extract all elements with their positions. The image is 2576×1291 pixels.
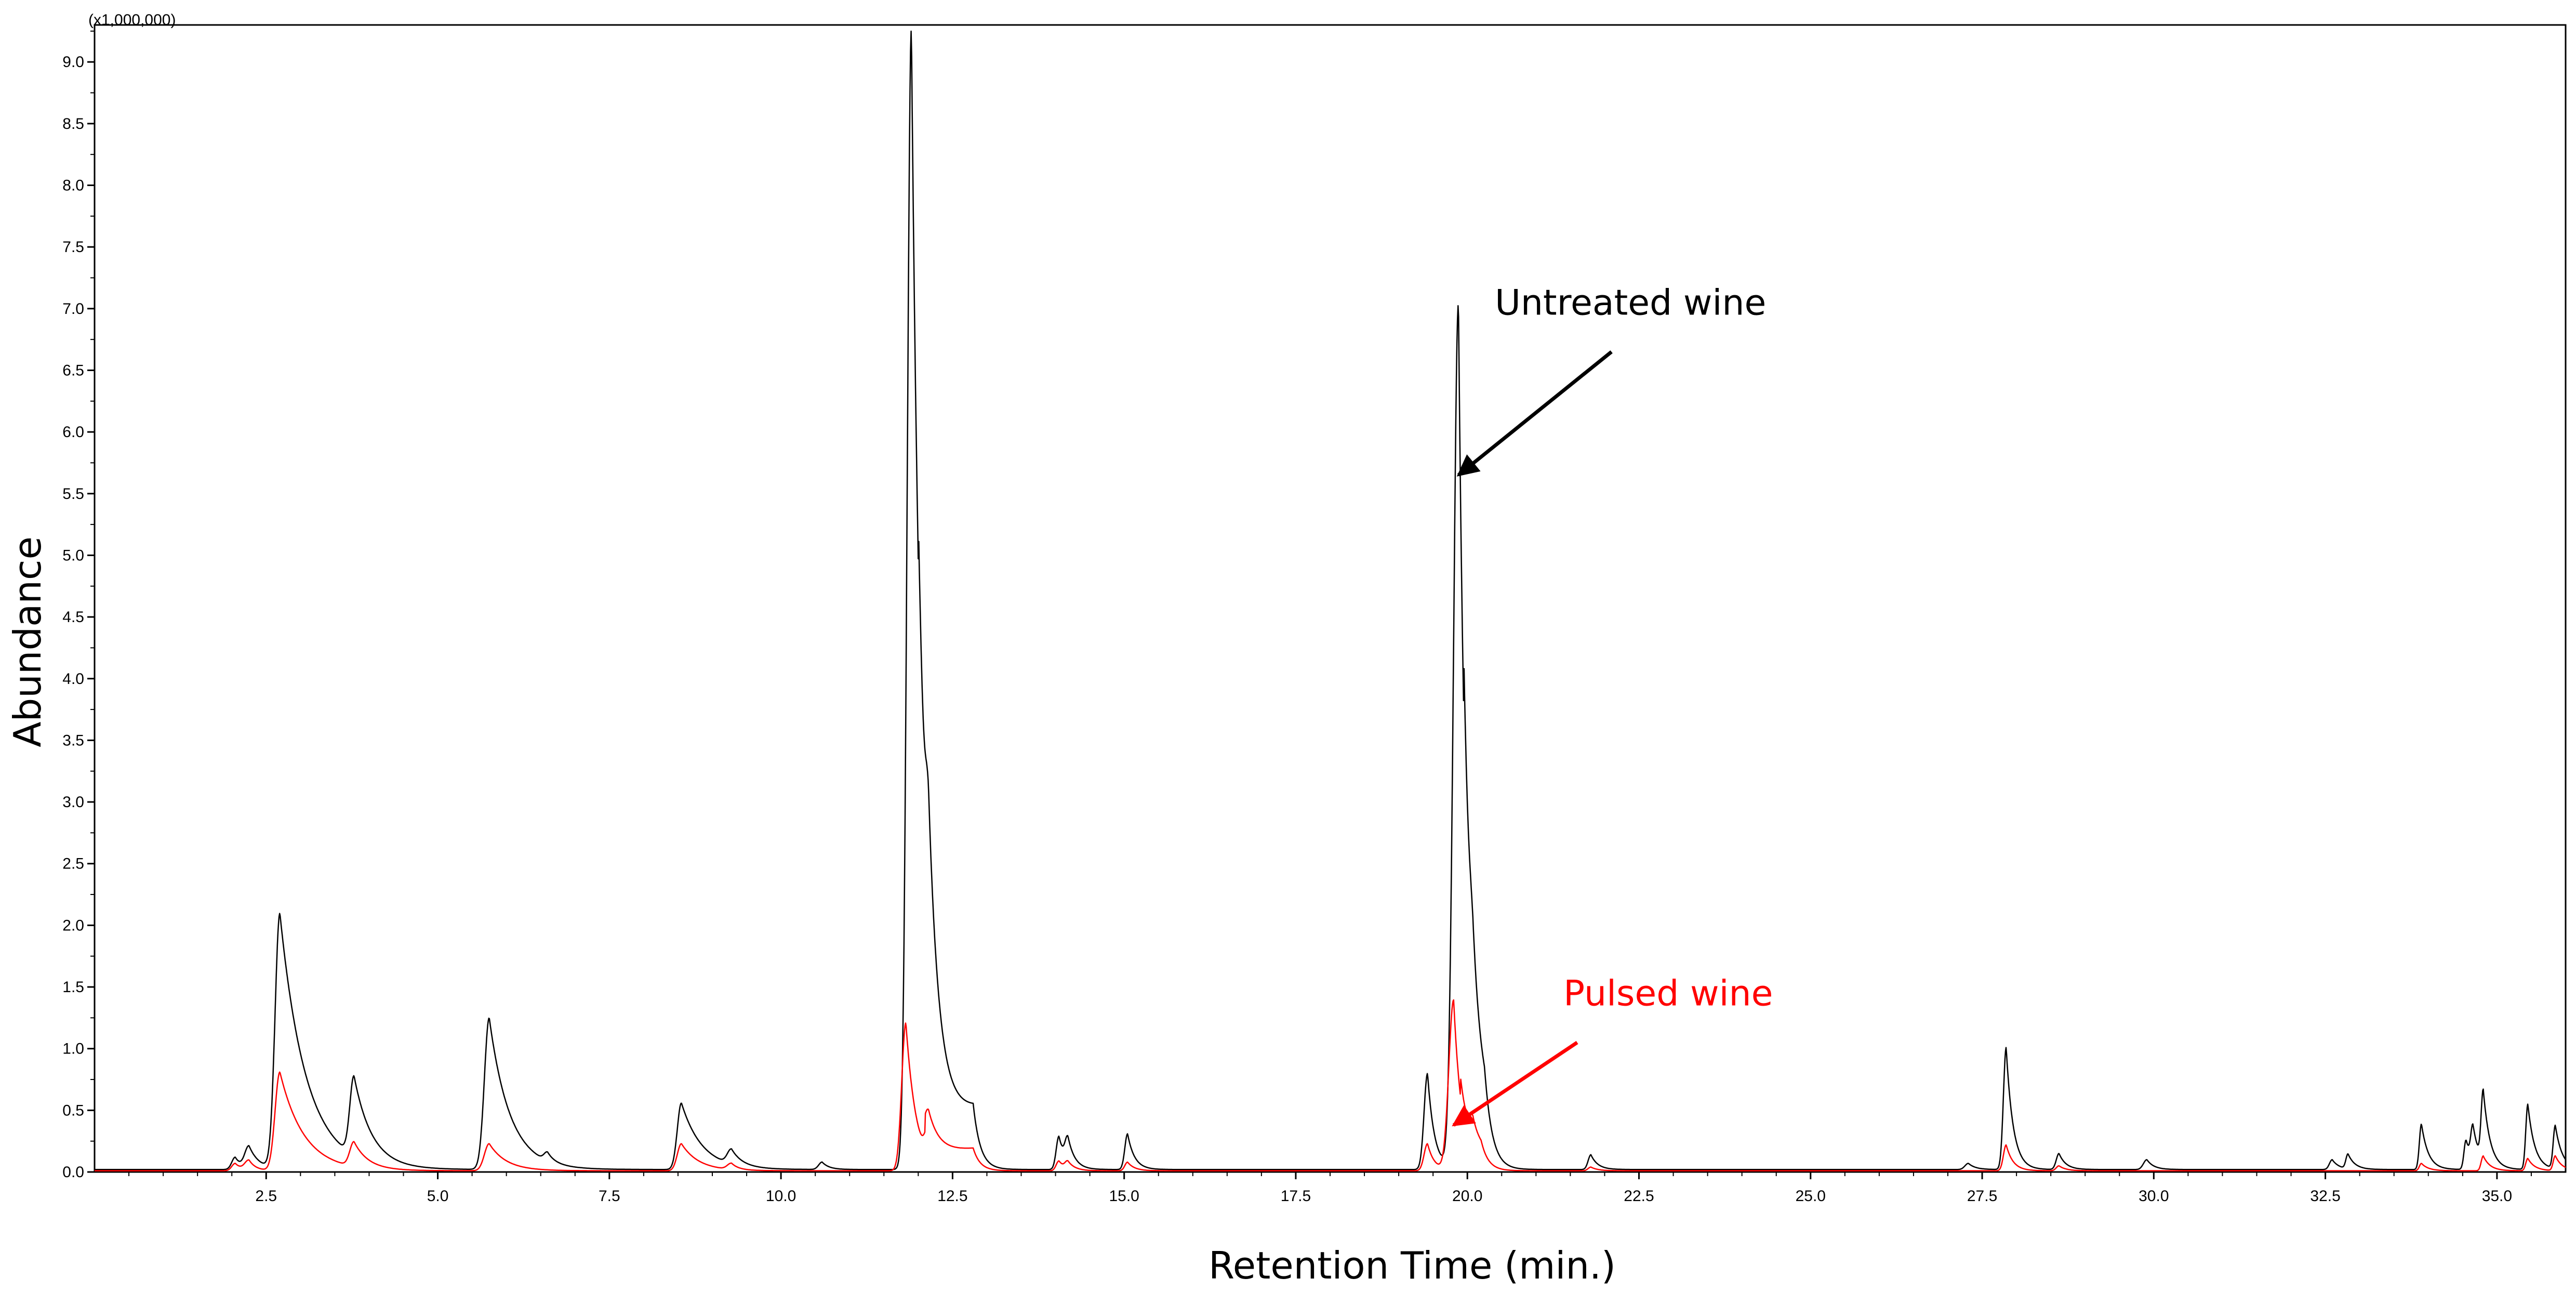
x-tick-label: 10.0 bbox=[766, 1188, 796, 1205]
x-tick-label: 20.0 bbox=[1452, 1188, 1482, 1205]
y-tick-label: 2.5 bbox=[62, 855, 84, 873]
x-tick-label: 30.0 bbox=[2139, 1188, 2169, 1205]
y-axis: 0.0 0.5 1.0 1.5 2.0 2.5 3.0 3.5 4.0 4.5 5.0 5.5 6.0 6… bbox=[62, 30, 95, 1181]
y-tick-label: 6.5 bbox=[62, 362, 84, 379]
y-tick-label: 4.0 bbox=[62, 670, 84, 688]
y-tick-label: 0.5 bbox=[62, 1102, 84, 1119]
y-tick-label: 8.0 bbox=[62, 177, 84, 194]
annotation-label: Pulsed wine bbox=[1563, 973, 1773, 1015]
x-tick-label: 7.5 bbox=[599, 1188, 620, 1205]
y-tick-label: 5.0 bbox=[62, 547, 84, 564]
axis-scale-label: (x1,000,000) bbox=[88, 11, 176, 29]
x-tick-label: 12.5 bbox=[937, 1188, 967, 1205]
x-tick-label: 2.5 bbox=[255, 1188, 277, 1205]
y-tick-label: 3.5 bbox=[62, 732, 84, 749]
y-tick-label: 1.0 bbox=[62, 1040, 84, 1058]
x-tick-label: 27.5 bbox=[1967, 1188, 1997, 1205]
y-axis-title: Abundance bbox=[6, 536, 49, 747]
x-axis: 2.5 5.0 7.5 10.0 12.5 15.0 17.5 20.0 22.5 25.0 27.… bbox=[128, 1172, 2532, 1205]
series-lines bbox=[94, 30, 2567, 1171]
annotation-arrow bbox=[1452, 1040, 1578, 1127]
x-axis-title: Retention Time (min.) bbox=[1209, 1244, 1616, 1287]
y-tick-label: 0.0 bbox=[62, 1164, 84, 1181]
x-tick-label: 15.0 bbox=[1109, 1188, 1139, 1205]
x-tick-label: 17.5 bbox=[1281, 1188, 1311, 1205]
annotations: Untreated wine Pulsed wine bbox=[1452, 283, 1773, 1127]
x-tick-label: 25.0 bbox=[1796, 1188, 1826, 1205]
y-tick-label: 7.5 bbox=[62, 239, 84, 256]
annotation-arrow bbox=[1456, 350, 1613, 477]
plot-area bbox=[94, 24, 2567, 1173]
series-line-untreated-wine bbox=[94, 30, 2567, 1170]
x-tick-label: 5.0 bbox=[427, 1188, 449, 1205]
series-line-pulsed-wine bbox=[94, 999, 2566, 1171]
x-tick-label: 32.5 bbox=[2310, 1188, 2340, 1205]
y-tick-label: 9.0 bbox=[62, 54, 84, 71]
x-tick-label: 35.0 bbox=[2482, 1188, 2512, 1205]
y-tick-label: 3.0 bbox=[62, 794, 84, 811]
x-tick-label: 22.5 bbox=[1624, 1188, 1654, 1205]
annotation-label: Untreated wine bbox=[1495, 283, 1766, 324]
y-tick-label: 6.0 bbox=[62, 424, 84, 441]
y-tick-label: 8.5 bbox=[62, 115, 84, 133]
y-tick-label: 7.0 bbox=[62, 300, 84, 318]
y-tick-label: 1.5 bbox=[62, 979, 84, 996]
y-tick-label: 2.0 bbox=[62, 917, 84, 934]
y-tick-label: 4.5 bbox=[62, 609, 84, 626]
y-tick-label: 5.5 bbox=[62, 485, 84, 503]
